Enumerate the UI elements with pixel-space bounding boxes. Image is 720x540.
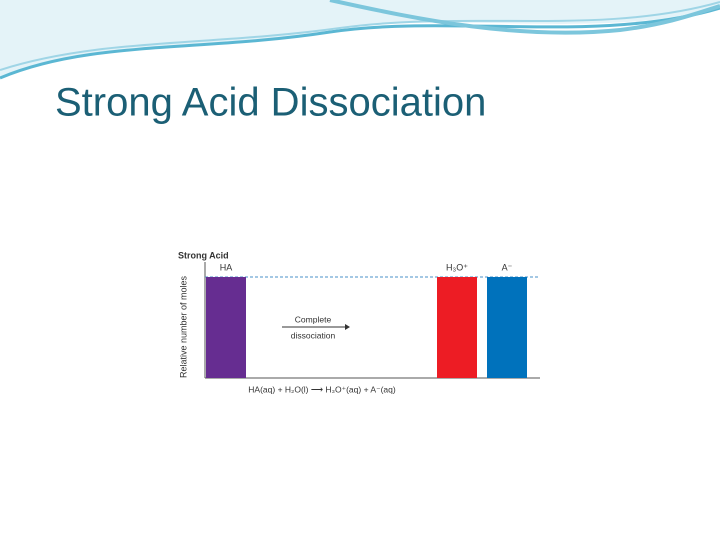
equation: HA(aq) + H₂O(l) ⟶ H₃O⁺(aq) + A⁻(aq) xyxy=(248,384,396,394)
chart-title: Strong Acid xyxy=(178,250,229,260)
annotation: dissociation xyxy=(291,330,336,340)
wave-line xyxy=(329,0,720,35)
wave-line xyxy=(0,6,720,80)
slide-title: Strong Acid Dissociation xyxy=(55,81,486,125)
bar-label: A⁻ xyxy=(502,262,513,272)
bar xyxy=(437,277,477,378)
arrow-head xyxy=(345,324,350,330)
bar xyxy=(206,277,246,378)
wave-line xyxy=(0,1,720,71)
bar-label: HA xyxy=(220,262,233,272)
bar-label: H₃O⁺ xyxy=(446,262,468,272)
wave xyxy=(0,0,720,78)
annotation: Complete xyxy=(295,314,332,324)
y-axis-label: Relative number of moles xyxy=(178,275,188,378)
header-waves xyxy=(0,0,720,80)
bar xyxy=(487,277,527,378)
